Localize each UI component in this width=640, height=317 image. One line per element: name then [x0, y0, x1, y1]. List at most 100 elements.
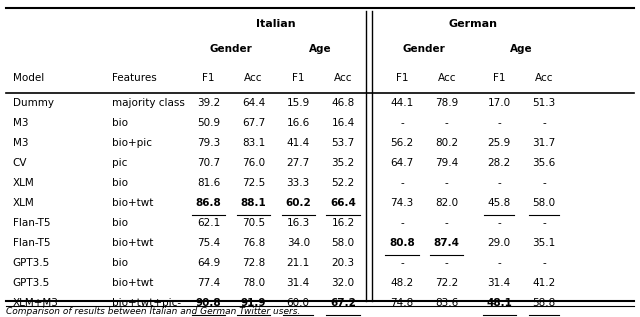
- Text: Comparison of results between Italian and German Twitter users.: Comparison of results between Italian an…: [6, 307, 301, 316]
- Text: Gender: Gender: [209, 44, 252, 54]
- Text: 91.9: 91.9: [241, 298, 266, 307]
- Text: pic: pic: [112, 158, 127, 168]
- Text: 16.2: 16.2: [332, 218, 355, 228]
- Text: 44.1: 44.1: [390, 98, 413, 108]
- Text: 90.8: 90.8: [196, 298, 221, 307]
- Text: 88.1: 88.1: [241, 198, 266, 208]
- Text: 78.0: 78.0: [242, 278, 265, 288]
- Text: Flan-T5: Flan-T5: [13, 218, 51, 228]
- Text: F1: F1: [493, 73, 506, 83]
- Text: 64.9: 64.9: [197, 258, 220, 268]
- Text: Age: Age: [309, 44, 332, 54]
- Text: Flan-T5: Flan-T5: [13, 238, 51, 248]
- Text: 16.4: 16.4: [332, 118, 355, 128]
- Text: 58.8: 58.8: [532, 298, 556, 307]
- Text: 25.9: 25.9: [488, 138, 511, 148]
- Text: 79.4: 79.4: [435, 158, 458, 168]
- Text: 31.4: 31.4: [488, 278, 511, 288]
- Text: 72.2: 72.2: [435, 278, 458, 288]
- Text: 27.7: 27.7: [287, 158, 310, 168]
- Text: bio: bio: [112, 178, 128, 188]
- Text: 41.4: 41.4: [287, 138, 310, 148]
- Text: 64.7: 64.7: [390, 158, 413, 168]
- Text: 87.4: 87.4: [434, 238, 460, 248]
- Text: 70.5: 70.5: [242, 218, 265, 228]
- Text: 41.2: 41.2: [532, 278, 556, 288]
- Text: 46.8: 46.8: [332, 98, 355, 108]
- Text: bio+twt+pic-: bio+twt+pic-: [112, 298, 181, 307]
- Text: 60.2: 60.2: [285, 198, 311, 208]
- Text: 16.3: 16.3: [287, 218, 310, 228]
- Text: M3: M3: [13, 138, 28, 148]
- Text: 45.8: 45.8: [488, 198, 511, 208]
- Text: 67.2: 67.2: [330, 298, 356, 307]
- Text: Features: Features: [112, 73, 157, 83]
- Text: 83.6: 83.6: [435, 298, 458, 307]
- Text: 31.4: 31.4: [287, 278, 310, 288]
- Text: 62.1: 62.1: [197, 218, 220, 228]
- Text: M3: M3: [13, 118, 28, 128]
- Text: 72.8: 72.8: [242, 258, 265, 268]
- Text: 50.9: 50.9: [197, 118, 220, 128]
- Text: 82.0: 82.0: [435, 198, 458, 208]
- Text: 39.2: 39.2: [197, 98, 220, 108]
- Text: 32.0: 32.0: [332, 278, 355, 288]
- Text: 77.4: 77.4: [197, 278, 220, 288]
- Text: bio+pic: bio+pic: [112, 138, 152, 148]
- Text: 48.1: 48.1: [486, 298, 512, 307]
- Text: -: -: [400, 218, 404, 228]
- Text: Age: Age: [510, 44, 532, 54]
- Text: 17.0: 17.0: [488, 98, 511, 108]
- Text: 53.7: 53.7: [332, 138, 355, 148]
- Text: 79.3: 79.3: [197, 138, 220, 148]
- Text: 76.8: 76.8: [242, 238, 265, 248]
- Text: Model: Model: [13, 73, 44, 83]
- Text: -: -: [445, 178, 449, 188]
- Text: 66.4: 66.4: [330, 198, 356, 208]
- Text: CV: CV: [13, 158, 28, 168]
- Text: -: -: [542, 218, 546, 228]
- Text: XLM+M3: XLM+M3: [13, 298, 59, 307]
- Text: F1: F1: [292, 73, 305, 83]
- Text: -: -: [445, 118, 449, 128]
- Text: 20.3: 20.3: [332, 258, 355, 268]
- Text: bio: bio: [112, 118, 128, 128]
- Text: 35.2: 35.2: [332, 158, 355, 168]
- Text: -: -: [497, 118, 501, 128]
- Text: -: -: [542, 258, 546, 268]
- Text: Dummy: Dummy: [13, 98, 54, 108]
- Text: 76.0: 76.0: [242, 158, 265, 168]
- Text: 33.3: 33.3: [287, 178, 310, 188]
- Text: -: -: [497, 218, 501, 228]
- Text: 35.1: 35.1: [532, 238, 556, 248]
- Text: 34.0: 34.0: [287, 238, 310, 248]
- Text: 74.8: 74.8: [390, 298, 413, 307]
- Text: 80.8: 80.8: [389, 238, 415, 248]
- Text: 35.6: 35.6: [532, 158, 556, 168]
- Text: 52.2: 52.2: [332, 178, 355, 188]
- Text: 64.4: 64.4: [242, 98, 265, 108]
- Text: 86.8: 86.8: [196, 198, 221, 208]
- Text: 78.9: 78.9: [435, 98, 458, 108]
- Text: bio: bio: [112, 218, 128, 228]
- Text: -: -: [400, 258, 404, 268]
- Text: -: -: [400, 118, 404, 128]
- Text: majority class: majority class: [112, 98, 185, 108]
- Text: -: -: [445, 258, 449, 268]
- Text: GPT3.5: GPT3.5: [13, 278, 50, 288]
- Text: XLM: XLM: [13, 198, 35, 208]
- Text: 21.1: 21.1: [287, 258, 310, 268]
- Text: 28.2: 28.2: [488, 158, 511, 168]
- Text: bio+twt: bio+twt: [112, 278, 154, 288]
- Text: 75.4: 75.4: [197, 238, 220, 248]
- Text: 74.3: 74.3: [390, 198, 413, 208]
- Text: 56.2: 56.2: [390, 138, 413, 148]
- Text: bio+twt: bio+twt: [112, 198, 154, 208]
- Text: -: -: [542, 178, 546, 188]
- Text: -: -: [497, 258, 501, 268]
- Text: German: German: [448, 19, 497, 29]
- Text: 72.5: 72.5: [242, 178, 265, 188]
- Text: Gender: Gender: [403, 44, 445, 54]
- Text: -: -: [445, 218, 449, 228]
- Text: 29.0: 29.0: [488, 238, 511, 248]
